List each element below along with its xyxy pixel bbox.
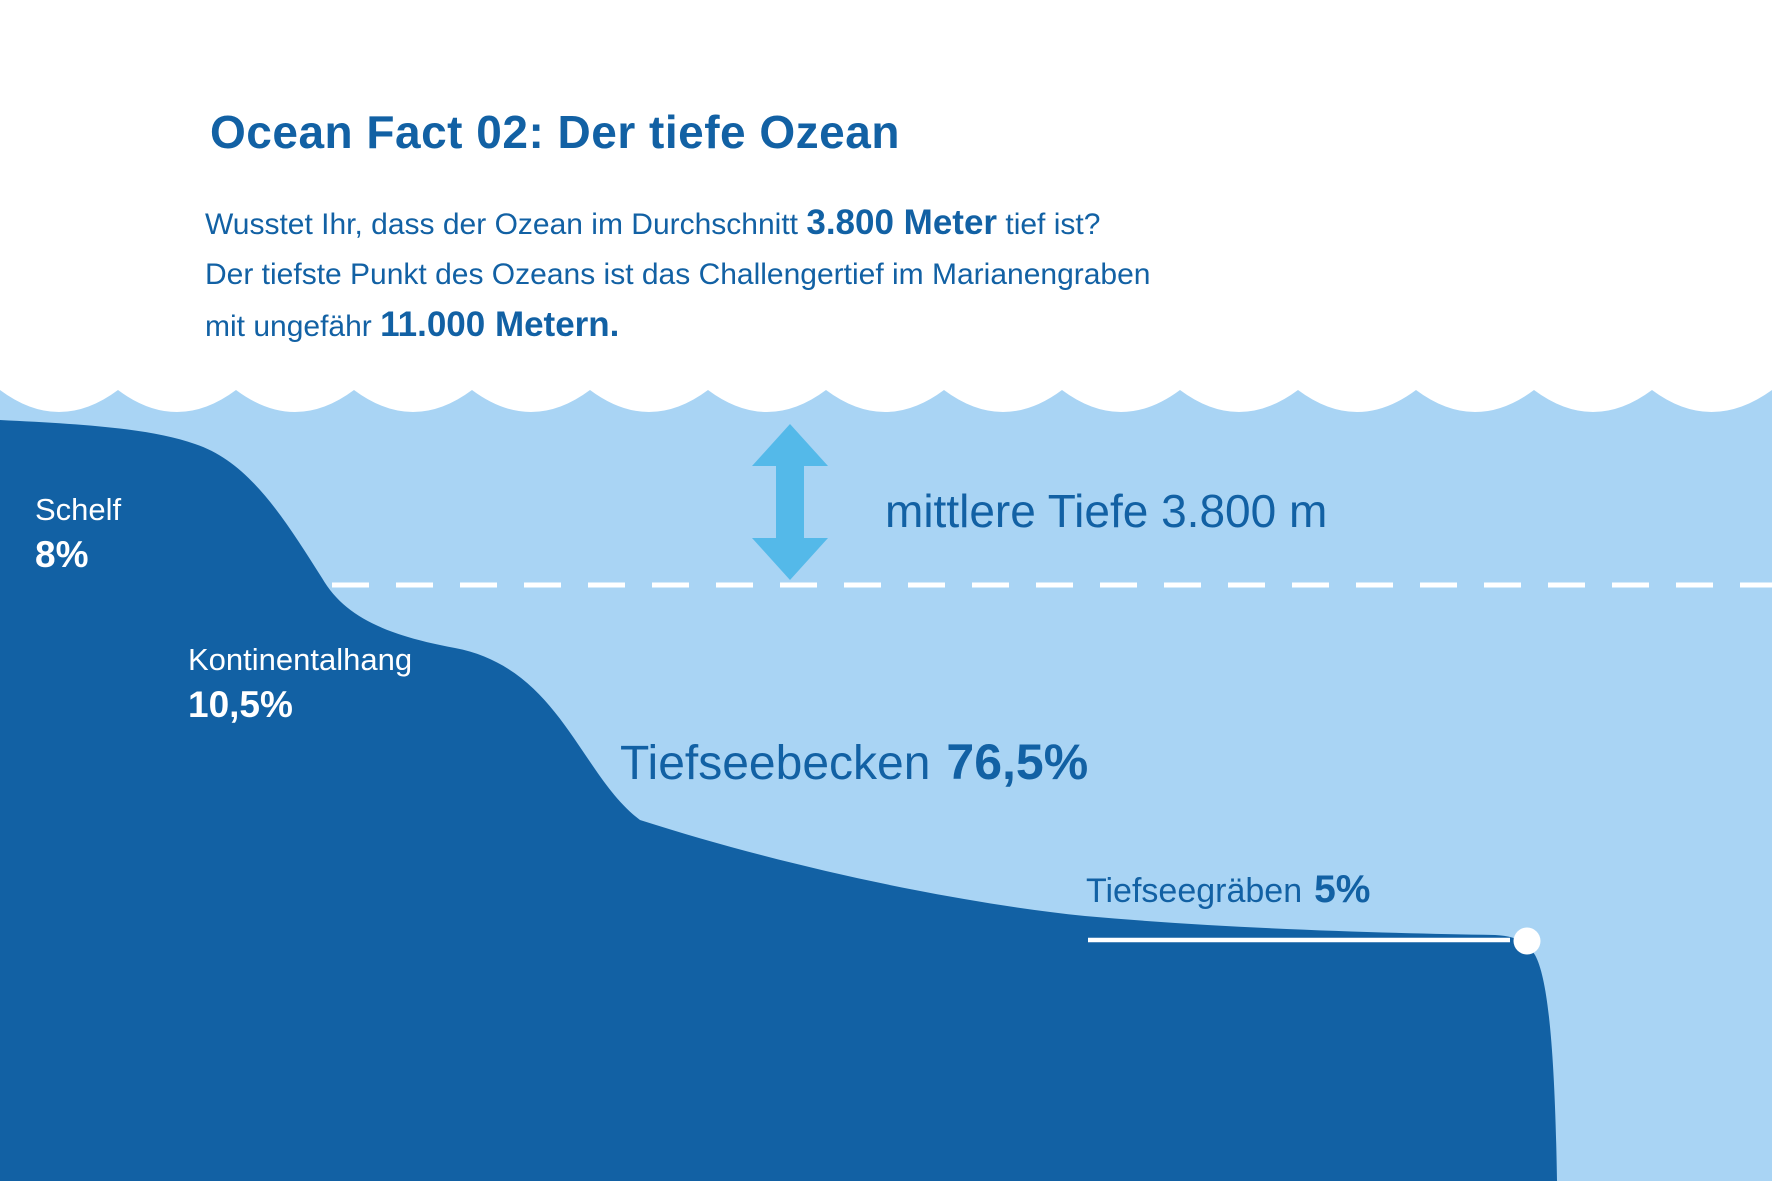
mean-depth-label: mittlere Tiefe 3.800 m <box>885 485 1328 537</box>
label-tiefseebecken: Tiefseebecken 76,5% <box>620 733 1088 791</box>
depth-arrow-icon <box>752 424 828 580</box>
kontinentalhang-name: Kontinentalhang <box>188 642 413 677</box>
tiefseegraeben-name: Tiefseegräben <box>1086 872 1303 910</box>
tiefseegraeben-value: 5% <box>1314 868 1371 911</box>
intro-text: Wusstet Ihr, dass der Ozean im Durchschn… <box>205 198 1150 352</box>
intro-line1-post: tief ist? <box>997 208 1101 241</box>
schelf-value: 8% <box>35 534 89 575</box>
page-title: Ocean Fact 02: Der tiefe Ozean <box>210 105 900 158</box>
label-schelf: Schelf 8% <box>35 492 121 576</box>
trench-marker-dot <box>1513 927 1541 955</box>
intro-line3-pre: mit ungefähr <box>205 310 381 343</box>
tiefseebecken-value: 76,5% <box>946 734 1089 790</box>
tiefseebecken-name: Tiefseebecken <box>620 737 931 790</box>
label-tiefseegraeben: Tiefseegräben 5% <box>1086 868 1370 912</box>
seafloor-shape <box>0 420 1557 1181</box>
intro-line3-bold: 11.000 Metern. <box>380 305 620 344</box>
intro-line1-pre: Wusstet Ihr, dass der Ozean im Durchschn… <box>205 208 807 241</box>
schelf-name: Schelf <box>35 492 122 527</box>
intro-line1-bold: 3.800 Meter <box>806 203 998 242</box>
label-kontinentalhang: Kontinentalhang 10,5% <box>188 642 412 726</box>
kontinentalhang-value: 10,5% <box>188 684 293 725</box>
intro-line2: Der tiefste Punkt des Ozeans ist das Cha… <box>205 258 1151 291</box>
